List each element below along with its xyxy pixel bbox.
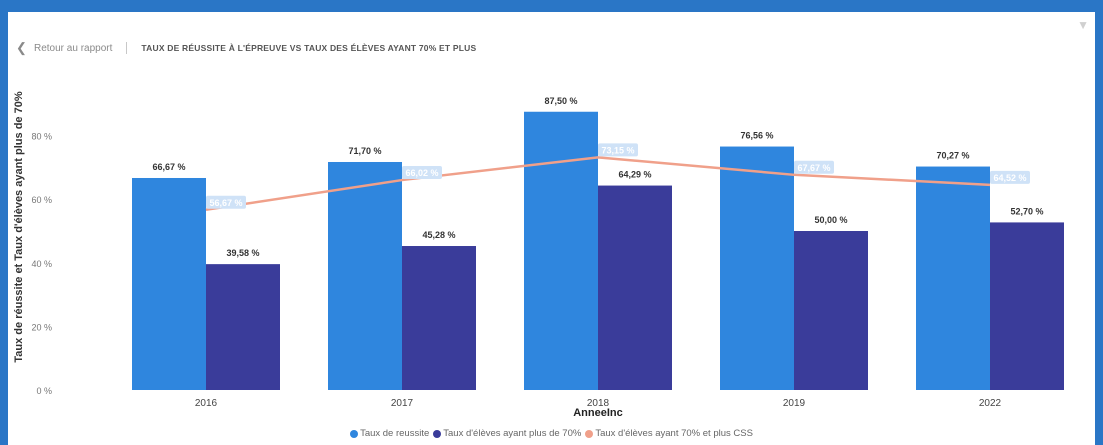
header-divider bbox=[126, 42, 128, 54]
data-label-taux-eleves-70: 50,00 % bbox=[814, 215, 847, 225]
data-label-taux-eleves-70: 52,70 % bbox=[1010, 206, 1043, 216]
data-label-bg-taux-eleves-css bbox=[206, 195, 246, 209]
data-label-taux-eleves-css: 56,67 % bbox=[209, 198, 242, 208]
back-to-report-link[interactable]: Retour au rapport bbox=[34, 42, 113, 54]
bar-taux-eleves-70[interactable] bbox=[794, 231, 868, 390]
bar-taux-reussite[interactable] bbox=[328, 161, 402, 390]
y-tick-label: 0 % bbox=[36, 386, 52, 396]
legend-item-taux-eleves-70[interactable]: Taux d'élèves ayant plus de 70% bbox=[433, 428, 581, 439]
data-label-taux-eleves-css: 64,52 % bbox=[993, 173, 1026, 183]
legend-swatch-taux-reussite bbox=[350, 429, 359, 438]
legend-item-taux-eleves-css[interactable]: Taux d'élèves ayant 70% et plus CSS bbox=[585, 428, 753, 439]
x-axis-title: AnneeInc bbox=[573, 407, 623, 419]
bar-taux-reussite[interactable] bbox=[524, 111, 598, 390]
data-label-taux-reussite: 66,67 % bbox=[152, 162, 185, 172]
bar-taux-reussite[interactable] bbox=[720, 146, 794, 390]
data-label-bg-taux-eleves-css bbox=[402, 166, 442, 180]
bar-taux-eleves-70[interactable] bbox=[402, 246, 476, 390]
x-tick-label: 2019 bbox=[783, 398, 806, 409]
y-tick-label: 60 % bbox=[31, 195, 52, 205]
data-label-taux-eleves-css: 73,15 % bbox=[601, 145, 634, 155]
bar-taux-reussite[interactable] bbox=[132, 177, 206, 390]
legend-item-taux-reussite[interactable]: Taux de reussite bbox=[350, 428, 429, 439]
data-label-taux-reussite: 70,27 % bbox=[936, 151, 969, 161]
x-tick-label: 2017 bbox=[391, 398, 414, 409]
data-label-taux-eleves-70: 45,28 % bbox=[422, 230, 455, 240]
data-label-bg-taux-eleves-css bbox=[598, 143, 638, 157]
legend-label-taux-eleves-70: Taux d'élèves ayant plus de 70% bbox=[443, 428, 582, 439]
legend-swatch-taux-eleves-css bbox=[585, 429, 594, 438]
data-label-taux-reussite: 76,56 % bbox=[740, 131, 773, 141]
y-tick-label: 20 % bbox=[31, 322, 52, 332]
data-label-bg-taux-eleves-css bbox=[990, 170, 1030, 184]
data-label-bg-taux-eleves-css bbox=[794, 160, 834, 174]
legend-label-taux-eleves-css: Taux d'élèves ayant 70% et plus CSS bbox=[595, 428, 753, 439]
data-label-taux-eleves-css: 66,02 % bbox=[405, 168, 438, 178]
data-label-taux-eleves-70: 64,29 % bbox=[618, 170, 651, 180]
legend-label-taux-reussite: Taux de reussite bbox=[360, 428, 430, 439]
bar-taux-reussite[interactable] bbox=[916, 166, 990, 390]
line-taux-eleves-css[interactable] bbox=[205, 156, 991, 212]
data-label-taux-eleves-css: 67,67 % bbox=[797, 163, 830, 173]
report-panel: ❮ Retour au rapport TAUX DE RÉUSSITE À L… bbox=[8, 12, 1095, 445]
y-axis-title: Taux de réussite et Taux d'élèves ayant … bbox=[13, 91, 25, 362]
chart-legend: Taux de reussite Taux d'élèves ayant plu… bbox=[8, 428, 1095, 439]
bar-taux-eleves-70[interactable] bbox=[990, 222, 1064, 390]
page-title: TAUX DE RÉUSSITE À L'ÉPREUVE VS TAUX DES… bbox=[141, 43, 477, 53]
combo-chart: Taux de réussite et Taux d'élèves ayant … bbox=[13, 91, 1064, 419]
y-tick-label: 80 % bbox=[31, 132, 52, 142]
x-tick-label: 2018 bbox=[587, 398, 610, 409]
filter-icon[interactable]: ▼ bbox=[1077, 18, 1089, 32]
bar-taux-eleves-70[interactable] bbox=[598, 185, 672, 390]
legend-swatch-taux-eleves-70 bbox=[433, 429, 442, 438]
x-tick-label: 2016 bbox=[195, 398, 218, 409]
bar-taux-eleves-70[interactable] bbox=[206, 264, 280, 390]
x-tick-label: 2022 bbox=[979, 398, 1002, 409]
data-label-taux-eleves-70: 39,58 % bbox=[226, 248, 259, 258]
y-tick-label: 40 % bbox=[31, 259, 52, 269]
data-label-taux-reussite: 87,50 % bbox=[544, 96, 577, 106]
chevron-left-icon[interactable]: ❮ bbox=[16, 40, 27, 55]
header: ❮ Retour au rapport TAUX DE RÉUSSITE À L… bbox=[16, 38, 476, 58]
data-label-taux-reussite: 71,70 % bbox=[348, 146, 381, 156]
